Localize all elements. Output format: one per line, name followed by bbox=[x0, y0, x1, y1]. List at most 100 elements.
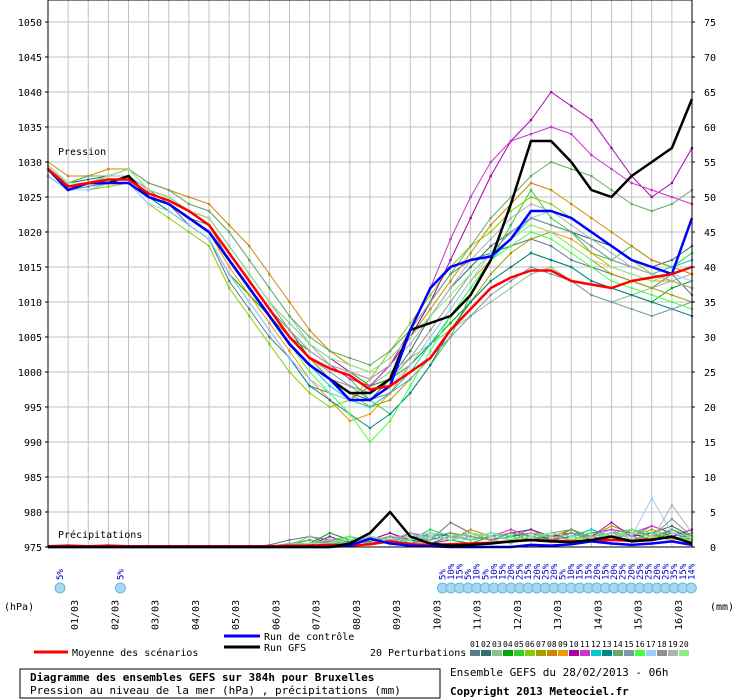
date-tick-label: 13/03 bbox=[553, 600, 564, 630]
pressure-point bbox=[529, 237, 533, 241]
member-color-swatch bbox=[525, 650, 535, 656]
y-tick-label-right: 40 bbox=[704, 263, 716, 274]
pressure-point bbox=[529, 188, 533, 192]
member-number-label: 09 bbox=[558, 640, 568, 649]
y-tick-label-right: 70 bbox=[704, 53, 716, 64]
pressure-point bbox=[207, 237, 211, 241]
pressure-point bbox=[288, 349, 291, 353]
snow-percent-label: 15% bbox=[679, 563, 689, 580]
snow-percent-label: 5% bbox=[464, 569, 474, 580]
pressure-point bbox=[469, 244, 472, 248]
pressure-point bbox=[328, 384, 332, 388]
precip-point bbox=[388, 535, 392, 538]
y-tick-label-right: 30 bbox=[704, 333, 716, 344]
pressure-point bbox=[610, 300, 613, 304]
precip-point bbox=[469, 535, 472, 538]
pressure-point bbox=[368, 363, 372, 367]
snow-percent-label: 15% bbox=[456, 563, 466, 580]
pressure-point bbox=[590, 174, 593, 178]
pressure-point bbox=[247, 307, 251, 311]
precip-point bbox=[449, 538, 452, 542]
pressure-point bbox=[670, 286, 674, 290]
pressure-point bbox=[308, 328, 311, 332]
snow-percent-label: 15% bbox=[498, 563, 508, 580]
date-tick-label: 02/03 bbox=[110, 600, 121, 630]
pressure-point bbox=[368, 440, 372, 444]
pressure-point bbox=[489, 251, 493, 255]
pressure-point bbox=[227, 230, 231, 234]
precip-point bbox=[328, 535, 331, 538]
precip-point bbox=[509, 528, 513, 531]
pressure-point bbox=[388, 398, 392, 402]
pressure-point bbox=[569, 223, 573, 227]
pressure-point bbox=[227, 265, 231, 269]
member-color-swatch bbox=[613, 650, 623, 656]
pressure-point bbox=[288, 328, 291, 332]
pressure-point bbox=[429, 335, 432, 339]
pressure-point bbox=[328, 405, 332, 409]
pressure-point bbox=[227, 244, 231, 248]
pressure-point bbox=[127, 167, 130, 171]
pressure-point bbox=[610, 146, 613, 150]
pressure-point bbox=[408, 349, 412, 353]
pressure-point bbox=[509, 265, 513, 269]
precip-point bbox=[409, 531, 412, 535]
snow-percent-label: 20% bbox=[533, 563, 543, 580]
pressure-point bbox=[107, 167, 110, 171]
pressure-point bbox=[187, 223, 191, 227]
date-tick-label: 14/03 bbox=[593, 600, 604, 630]
snowflake-icon bbox=[54, 582, 66, 594]
member-number-label: 10 bbox=[569, 640, 579, 649]
pressure-point bbox=[670, 300, 674, 304]
snow-percent-label: 14% bbox=[687, 563, 697, 580]
member-number-label: 04 bbox=[503, 640, 513, 649]
y-tick-label-right: 15 bbox=[704, 438, 716, 449]
precip-point bbox=[590, 528, 593, 531]
pressure-point bbox=[590, 153, 593, 157]
pressure-point bbox=[368, 377, 372, 381]
pressure-point bbox=[348, 363, 352, 367]
precip-point bbox=[670, 517, 674, 521]
precip-point bbox=[388, 531, 392, 535]
pressure-point bbox=[489, 174, 493, 178]
pressure-point bbox=[509, 223, 513, 227]
pressure-point bbox=[449, 272, 452, 276]
precip-point bbox=[670, 503, 674, 507]
pressure-point bbox=[590, 251, 593, 255]
member-color-swatch bbox=[536, 650, 546, 656]
label-precip: Précipitations bbox=[58, 529, 142, 541]
y-tick-label-right: 35 bbox=[704, 298, 716, 309]
legend-mean-label: Moyenne des scénarios bbox=[72, 647, 198, 659]
pressure-point bbox=[388, 349, 392, 353]
y-tick-label-right: 50 bbox=[704, 193, 716, 204]
pressure-point bbox=[187, 195, 191, 199]
pressure-point bbox=[449, 293, 452, 297]
pressure-point bbox=[529, 272, 533, 276]
pressure-point bbox=[569, 132, 573, 136]
date-tick-label: 04/03 bbox=[191, 600, 202, 630]
pressure-point bbox=[268, 286, 271, 290]
pressure-point bbox=[670, 181, 674, 185]
pressure-point bbox=[509, 251, 513, 255]
date-tick-label: 03/03 bbox=[151, 600, 162, 630]
precip-point bbox=[429, 531, 432, 535]
pressure-point bbox=[529, 181, 533, 185]
member-color-swatch bbox=[569, 650, 579, 656]
pressure-point bbox=[650, 258, 654, 262]
precip-point bbox=[429, 538, 432, 542]
y-tick-label-left: 1000 bbox=[18, 368, 42, 379]
y-tick-label-left: 975 bbox=[24, 543, 42, 554]
snow-probability-row: 5% 5% 5%10%15%5%10%5%10%15%20%25%15%20%25%… bbox=[54, 563, 697, 594]
precip-point bbox=[570, 531, 573, 535]
member-color-swatch bbox=[580, 650, 590, 656]
pressure-point bbox=[509, 286, 513, 290]
pressure-point bbox=[549, 216, 553, 220]
precip-point bbox=[529, 535, 533, 538]
pressure-point bbox=[549, 265, 553, 269]
pressure-point bbox=[288, 314, 291, 318]
y-tick-label-left: 995 bbox=[24, 403, 42, 414]
pressure-point bbox=[247, 314, 251, 318]
precip-point bbox=[449, 521, 452, 524]
precip-point bbox=[429, 528, 432, 531]
member-color-swatch bbox=[602, 650, 612, 656]
